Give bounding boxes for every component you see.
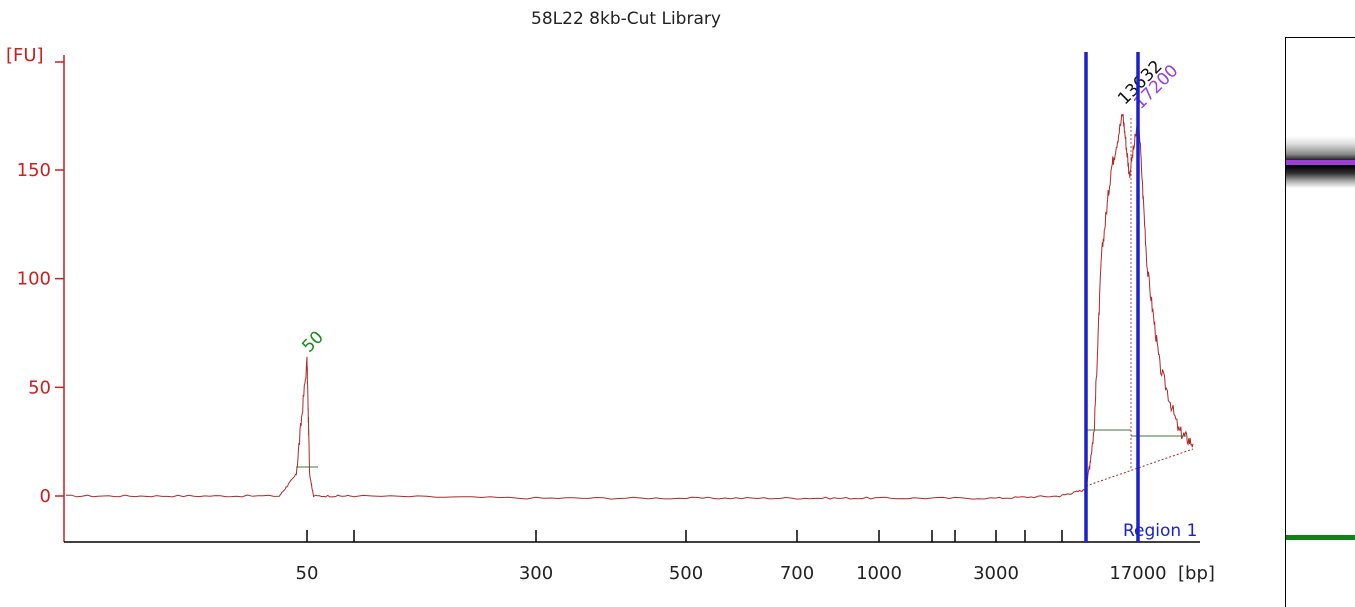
region-1: Region 1 — [1084, 52, 1197, 542]
x-axis-unit-label: [bp] — [1178, 563, 1215, 584]
x-tick-label: 3000 — [973, 563, 1019, 584]
peak-label: 50 — [298, 327, 327, 356]
y-axis-label: [FU] — [6, 45, 44, 66]
y-tick-label: 0 — [40, 486, 51, 507]
signal-trace — [66, 112, 1194, 500]
gel-lower-marker — [1286, 535, 1355, 540]
x-axis-ticks: 50 300 500 700 1000 3000 17000 — [296, 530, 1167, 584]
gel-lane — [1285, 37, 1355, 607]
x-tick-label: 500 — [669, 563, 703, 584]
y-tick-label: 150 — [17, 160, 51, 181]
x-tick-label: 300 — [519, 563, 553, 584]
x-tick-label: 1000 — [856, 563, 902, 584]
x-tick-label: 50 — [296, 563, 319, 584]
x-tick-label: 17000 — [1109, 563, 1166, 584]
plot-area — [66, 112, 1194, 500]
chart-title: 58L22 8kb-Cut Library — [531, 9, 721, 29]
y-tick-label: 100 — [17, 269, 51, 290]
region-label: Region 1 — [1123, 521, 1197, 541]
y-tick-label: 50 — [28, 377, 51, 398]
y-axis-ticks: 0 50 100 150 — [17, 61, 64, 507]
gel-upper-marker — [1286, 160, 1355, 165]
x-tick-label: 700 — [780, 563, 814, 584]
electropherogram-chart: 58L22 8kb-Cut Library [FU] [bp] 0 50 100 15… — [6, 9, 1215, 584]
